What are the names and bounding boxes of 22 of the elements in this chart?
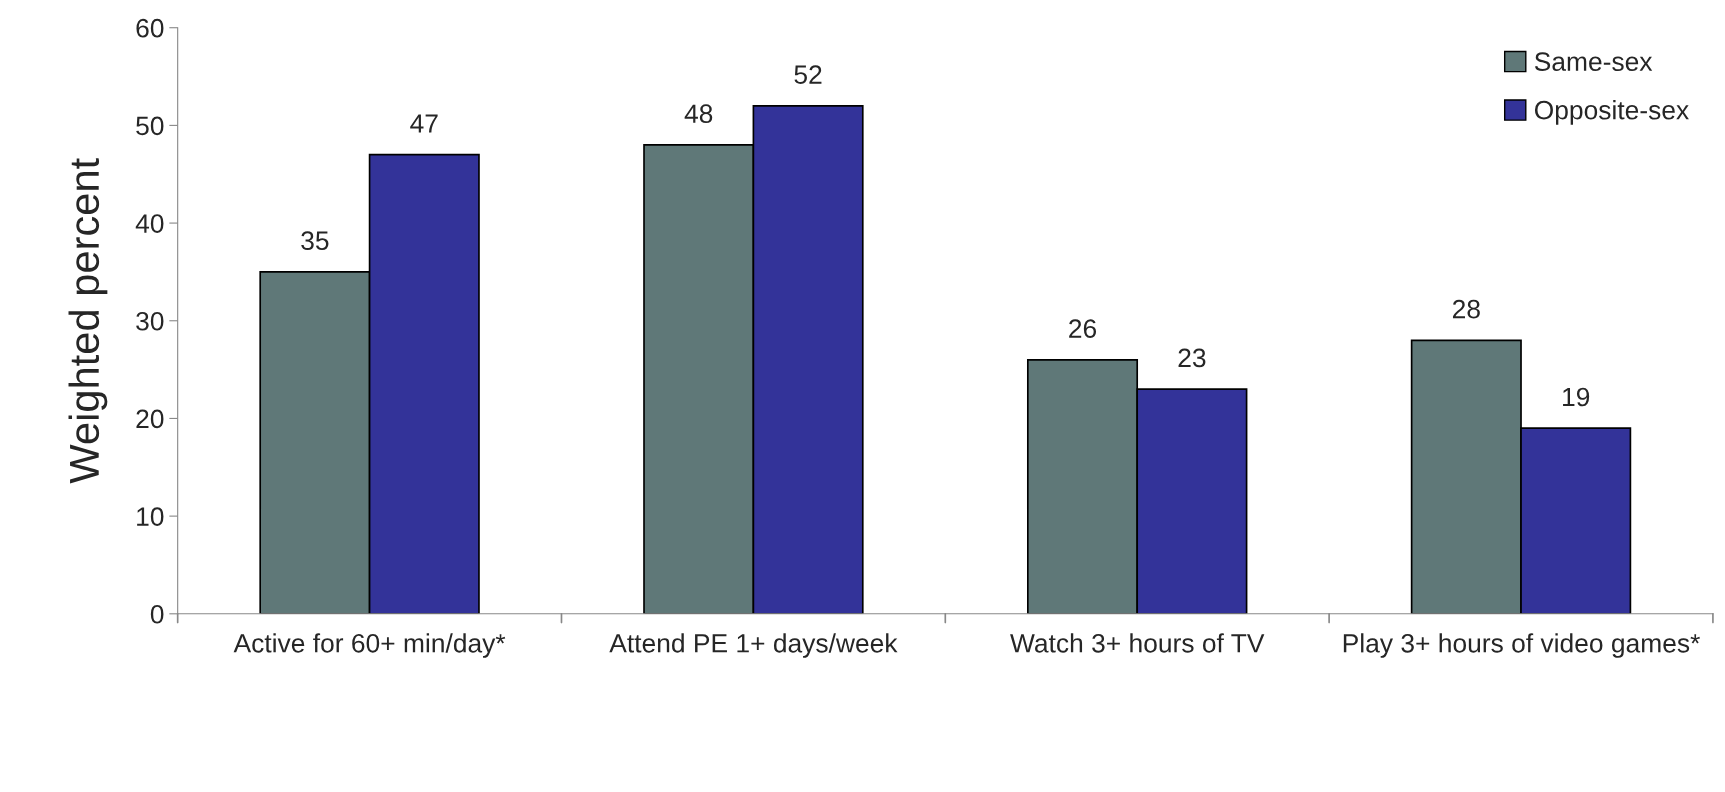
legend-label: Opposite-sex <box>1534 100 1689 125</box>
data-label: 47 <box>410 114 438 133</box>
data-label: 28 <box>1452 299 1480 319</box>
y-tick-label: 40 <box>135 214 164 233</box>
x-tick-label: Play 3+ hours of video games* <box>1343 633 1700 658</box>
y-tick-label: 60 <box>136 18 164 38</box>
data-label: 35 <box>301 231 329 251</box>
y-axis-title: Weighted percent <box>68 158 108 484</box>
y-tick-label: 20 <box>136 409 164 429</box>
x-tick-label: Watch 3+ hours of TV <box>1010 633 1265 653</box>
x-tick-label: Active for 60+ min/day* <box>233 633 506 658</box>
legend-label: Same-sex <box>1534 52 1653 71</box>
y-tick-label: 30 <box>136 311 164 331</box>
data-label: 52 <box>794 65 822 84</box>
data-label: 26 <box>1069 319 1097 338</box>
y-tick-label: 50 <box>136 116 164 136</box>
data-label: 48 <box>684 104 713 124</box>
data-label: 19 <box>1563 387 1590 407</box>
data-label: 23 <box>1178 348 1206 368</box>
y-tick-label: 10 <box>137 507 164 526</box>
x-tick-label: Attend PE 1+ days/week <box>609 633 898 658</box>
y-tick-label: 0 <box>150 604 164 624</box>
